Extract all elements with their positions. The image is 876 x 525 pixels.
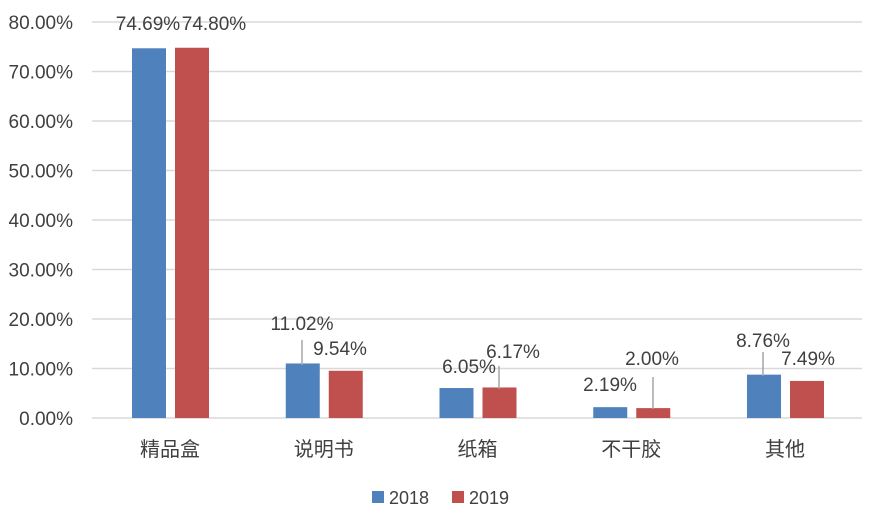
data-label: 74.80% [182,14,247,35]
legend-label: 2019 [469,488,509,508]
legend-swatch-2019 [452,491,464,503]
bar-2019 [328,370,363,418]
bar-2018 [132,48,166,419]
y-tick-label: 0.00% [19,409,73,430]
data-label: 11.02% [270,314,333,335]
legend-label: 2018 [389,488,429,508]
y-tick-label: 60.00% [9,112,74,133]
data-label: 2.19% [583,375,637,396]
data-label: 9.54% [313,339,367,360]
bar-2018 [285,363,320,418]
bar-2018 [747,374,781,418]
bar-2019 [175,47,209,419]
legend-swatch-2018 [372,491,384,503]
data-label: 6.05% [442,357,496,378]
x-tick-label: 其他 [765,438,805,461]
bar-2019 [790,380,824,418]
data-label: 6.17% [486,342,540,363]
bar-2019 [482,387,517,418]
x-tick-label: 精品盒 [140,438,200,461]
bar-2018 [593,407,628,418]
x-tick-label: 纸箱 [458,438,498,461]
data-label: 8.76% [736,331,790,352]
data-label: 2.00% [625,349,679,370]
y-tick-label: 10.00% [9,360,74,381]
data-label: 74.69% [116,14,181,35]
bar-2019 [636,408,671,418]
y-tick-label: 20.00% [9,310,74,331]
x-tick-label: 说明书 [294,438,354,461]
y-tick-label: 30.00% [9,261,74,282]
y-tick-label: 40.00% [9,211,74,232]
bar-2018 [439,388,474,418]
y-tick-label: 80.00% [9,13,74,34]
data-label: 7.49% [781,349,835,370]
x-tick-label: 不干胶 [601,438,661,461]
y-tick-label: 70.00% [9,63,74,84]
y-tick-label: 50.00% [9,162,74,183]
